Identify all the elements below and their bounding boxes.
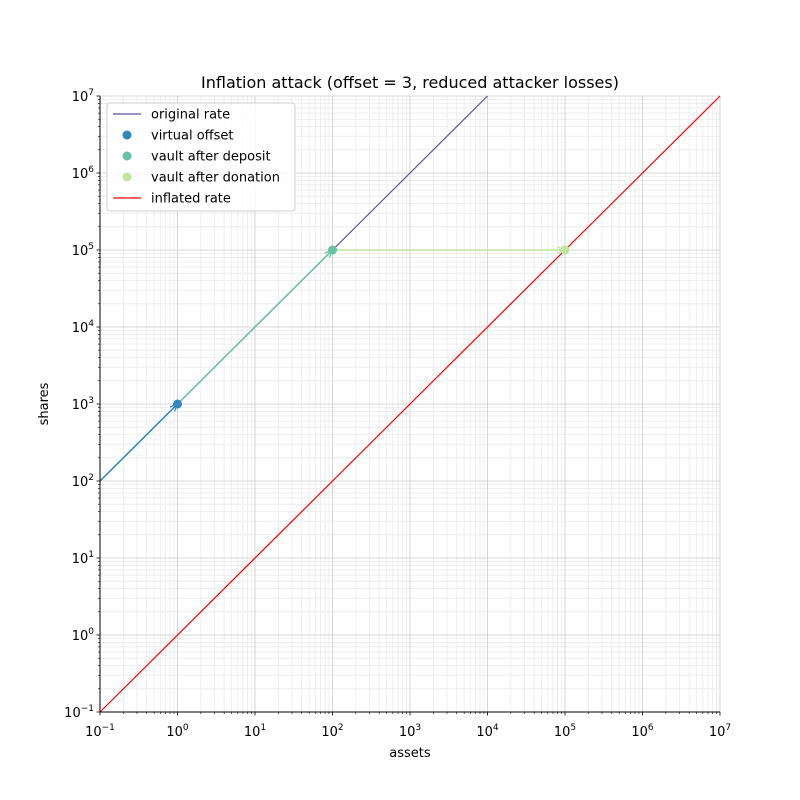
x-tick-label: 104: [476, 723, 499, 740]
point-vault-after-deposit: [328, 245, 337, 255]
y-tick-label: 102: [72, 473, 94, 490]
y-tick-label: 10−1: [64, 704, 94, 721]
arrow-line: [176, 249, 334, 405]
legend-label: vault after donation: [151, 171, 280, 186]
series-line-inflated-rate: [99, 95, 721, 713]
x-tick-label: 107: [709, 723, 731, 740]
y-tick-label: 105: [72, 242, 94, 259]
x-tick-label: 101: [244, 723, 266, 740]
y-tick-label: 106: [72, 165, 95, 182]
legend-swatch-dot: [122, 130, 132, 140]
y-tick-label: 103: [72, 396, 94, 413]
legend-label: inflated rate: [151, 192, 231, 207]
legend-label: vault after deposit: [151, 150, 271, 165]
x-tick-label: 100: [166, 723, 189, 740]
x-axis-label: assets: [389, 746, 431, 761]
chart-title: Inflation attack (offset = 3, reduced at…: [201, 73, 619, 92]
x-tick-label: 102: [321, 723, 343, 740]
x-tick-label: 10−1: [85, 723, 115, 740]
y-tick-label: 100: [72, 627, 95, 644]
axes: 10−1 100 101 102 103 104 105 106 107 10−1 100 101 10…: [64, 88, 731, 740]
plot-marks: [99, 95, 721, 713]
legend: original rate virtual offset vault after d…: [106, 102, 296, 212]
y-axis-label: shares: [37, 382, 52, 425]
arrow-line: [99, 403, 179, 482]
y-tick-label: 101: [72, 550, 94, 567]
x-tick-label: 103: [399, 723, 421, 740]
y-tick-label: 104: [72, 319, 95, 336]
y-tick-label: 107: [72, 88, 94, 105]
legend-swatch-dot: [122, 172, 132, 182]
legend-box: [106, 102, 296, 212]
legend-label: original rate: [151, 108, 230, 123]
point-virtual-offset: [173, 399, 182, 409]
legend-swatch-dot: [122, 151, 132, 161]
x-tick-label: 105: [554, 723, 576, 740]
legend-label: virtual offset: [151, 129, 233, 144]
x-tick-label: 106: [631, 723, 654, 740]
point-vault-after-donation: [560, 245, 570, 255]
